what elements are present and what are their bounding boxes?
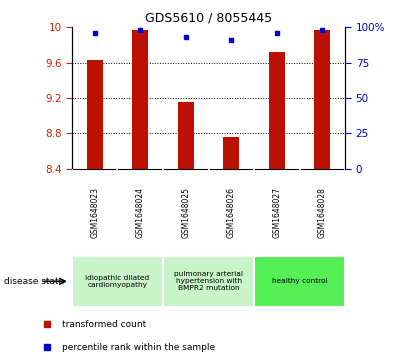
- Bar: [314, 30, 330, 169]
- Bar: [178, 102, 194, 169]
- Text: GSM1648027: GSM1648027: [272, 187, 282, 238]
- Text: GSM1648025: GSM1648025: [181, 187, 190, 238]
- Bar: [132, 30, 148, 169]
- Text: GSM1648028: GSM1648028: [318, 187, 327, 238]
- Text: idiopathic dilated
cardiomyopathy: idiopathic dilated cardiomyopathy: [85, 275, 150, 288]
- Text: GSM1648026: GSM1648026: [227, 187, 236, 238]
- Bar: [163, 256, 254, 307]
- Text: transformed count: transformed count: [62, 319, 146, 329]
- Text: GSM1648024: GSM1648024: [136, 187, 145, 238]
- Title: GDS5610 / 8055445: GDS5610 / 8055445: [145, 12, 272, 25]
- Bar: [224, 137, 239, 169]
- Text: percentile rank within the sample: percentile rank within the sample: [62, 343, 215, 352]
- Text: GSM1648023: GSM1648023: [90, 187, 99, 238]
- Bar: [254, 256, 345, 307]
- Text: disease state: disease state: [4, 277, 65, 286]
- Bar: [72, 256, 163, 307]
- Bar: [269, 52, 285, 169]
- Text: pulmonary arterial
hypertension with
BMPR2 mutation: pulmonary arterial hypertension with BMP…: [174, 271, 243, 291]
- Text: healthy control: healthy control: [272, 278, 328, 284]
- Bar: [87, 60, 103, 169]
